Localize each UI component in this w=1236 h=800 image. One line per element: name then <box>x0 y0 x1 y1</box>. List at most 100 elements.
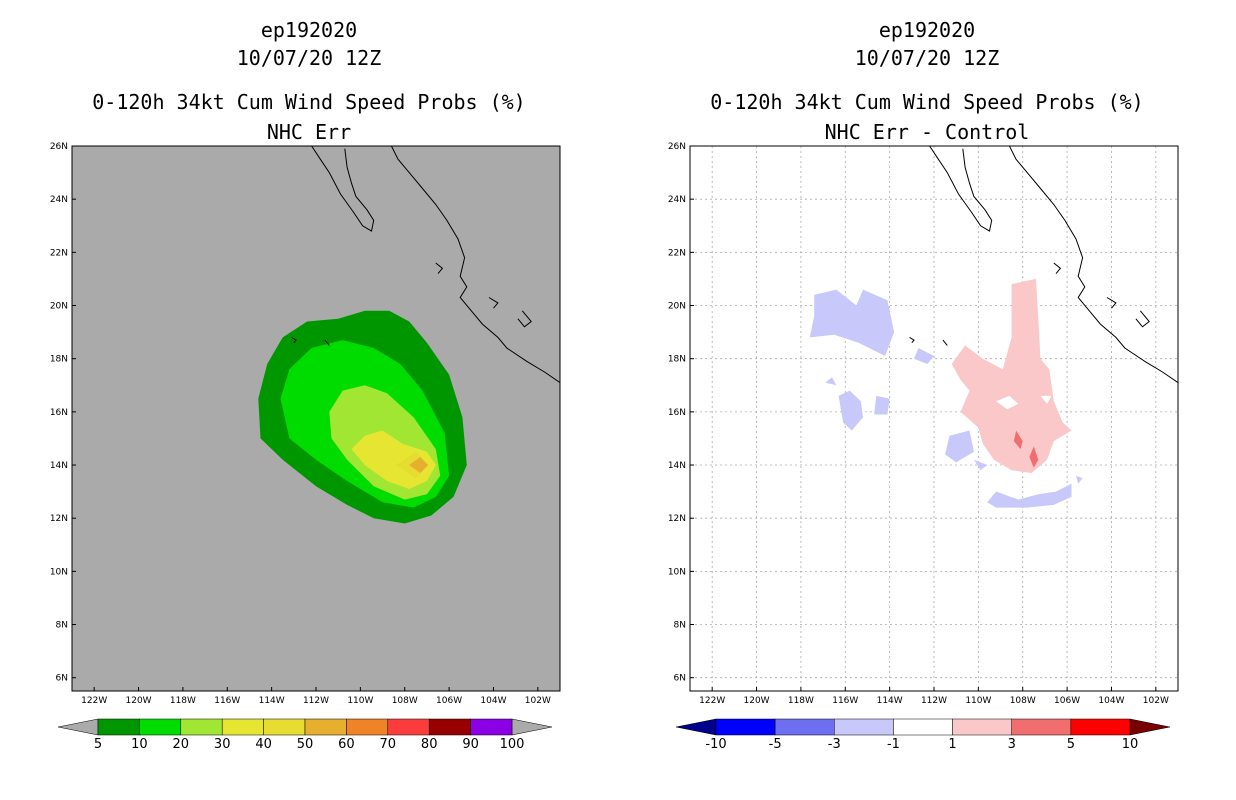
x-tick-label: 108W <box>392 696 418 706</box>
island-outline <box>1106 297 1117 309</box>
chart-title: 0-120h 34kt Cum Wind Speed Probs (%) <box>710 90 1144 114</box>
colorbar-swatch <box>470 718 513 736</box>
coastline <box>929 146 993 232</box>
x-tick-label: 112W <box>303 696 329 706</box>
coastline <box>390 146 560 384</box>
island-outline <box>517 310 532 328</box>
colorbar-swatch <box>428 718 471 736</box>
y-tick-label: 18N <box>668 355 686 365</box>
x-tick-label: 106W <box>1054 696 1080 706</box>
colorbar-label: 80 <box>421 737 438 752</box>
x-tick-label: 106W <box>436 696 462 706</box>
y-tick-label: 12N <box>668 514 686 524</box>
colorbar-label: 5 <box>1067 737 1075 752</box>
x-tick-label: 120W <box>744 696 770 706</box>
x-tick-label: 104W <box>480 696 506 706</box>
colorbar-swatch <box>346 718 389 736</box>
y-tick-label: 6N <box>674 674 686 684</box>
contour-level--1 <box>914 348 934 364</box>
y-tick-label: 26N <box>50 142 68 152</box>
x-tick-label: 120W <box>126 696 152 706</box>
chart-subtitle: NHC Err - Control <box>824 120 1030 144</box>
x-tick-label: 110W <box>347 696 373 706</box>
colorbar-high-arrow <box>1129 718 1171 736</box>
colorbar-label: 30 <box>214 737 231 752</box>
chart-title: 0-120h 34kt Cum Wind Speed Probs (%) <box>92 90 526 114</box>
colorbar-label: 60 <box>338 737 355 752</box>
y-tick-label: 24N <box>50 195 68 205</box>
x-tick-label: 110W <box>965 696 991 706</box>
y-tick-label: 10N <box>50 567 68 577</box>
left-panel: ep192020 10/07/20 12Z 0-120h 34kt Cum Wi… <box>50 18 561 752</box>
colorbar-swatch <box>304 718 347 736</box>
y-tick-label: 6N <box>56 674 68 684</box>
colorbar-swatch <box>893 718 953 736</box>
colorbar-swatch <box>263 718 306 736</box>
datetime-label: 10/07/20 12Z <box>854 46 1000 70</box>
island-outline <box>1053 262 1062 274</box>
x-tick-label: 118W <box>170 696 196 706</box>
y-tick-label: 22N <box>50 248 68 258</box>
contour-level--1 <box>809 289 895 356</box>
y-tick-label: 18N <box>50 355 68 365</box>
colorbar-label: -5 <box>769 737 782 752</box>
x-tick-label: 122W <box>699 696 725 706</box>
colorbar-high-arrow <box>511 718 553 736</box>
colorbar-swatch <box>952 718 1012 736</box>
y-tick-label: 14N <box>50 461 68 471</box>
x-tick-label: 116W <box>214 696 240 706</box>
colorbar-swatch <box>221 718 264 736</box>
x-tick-label: 104W <box>1098 696 1124 706</box>
island-outline <box>1135 310 1150 328</box>
x-tick-label: 102W <box>525 696 551 706</box>
colorbar-label: 10 <box>131 737 148 752</box>
contour-level-3 <box>1013 430 1023 450</box>
contour-level--1 <box>838 390 863 431</box>
colorbar-low-arrow <box>57 718 99 736</box>
colorbar-label: 10 <box>1122 737 1139 752</box>
y-tick-label: 8N <box>56 621 68 631</box>
island-outline <box>909 336 915 344</box>
island-outline <box>324 339 330 346</box>
contour-level-1 <box>951 278 1072 473</box>
colorbar-label: 40 <box>255 737 272 752</box>
storm-id-label: ep192020 <box>878 18 976 42</box>
x-tick-label: 114W <box>877 696 903 706</box>
island-outline <box>942 339 948 346</box>
coastline <box>1008 146 1178 384</box>
contour-level--1 <box>973 459 988 471</box>
colorbar-label: -3 <box>828 737 841 752</box>
contour-level--1 <box>1076 475 1083 484</box>
colorbar-swatch <box>834 718 894 736</box>
x-tick-label: 116W <box>832 696 858 706</box>
y-tick-label: 16N <box>668 408 686 418</box>
island-outline <box>488 297 499 309</box>
x-tick-label: 112W <box>921 696 947 706</box>
chart-subtitle: NHC Err <box>266 120 352 144</box>
colorbar-label: 90 <box>462 737 479 752</box>
x-tick-label: 108W <box>1010 696 1036 706</box>
colorbar-swatch <box>774 718 835 736</box>
colorbar-label: 50 <box>297 737 314 752</box>
contour-hole <box>1040 395 1052 404</box>
y-tick-label: 14N <box>668 461 686 471</box>
y-tick-label: 24N <box>668 195 686 205</box>
y-tick-label: 16N <box>50 408 68 418</box>
y-tick-label: 20N <box>668 302 686 312</box>
storm-id-label: ep192020 <box>260 18 358 42</box>
left-chart-svg: 122W 120W 118W 116W 114W 112W 110W 108W 106W 104W… <box>50 142 561 752</box>
colorbar-label: 3 <box>1008 737 1016 752</box>
colorbar-low-arrow <box>675 718 717 736</box>
colorbar-swatch <box>1011 718 1072 736</box>
contour-level-50 <box>409 457 428 473</box>
contour-hole <box>996 395 1019 410</box>
contour-level-3 <box>1029 446 1039 468</box>
colorbar-swatch <box>97 718 140 736</box>
datetime-label: 10/07/20 12Z <box>236 46 382 70</box>
contour-level--1 <box>945 430 974 463</box>
right-panel: ep192020 10/07/20 12Z 0-120h 34kt Cum Wi… <box>618 0 1236 800</box>
island-outline <box>291 336 297 344</box>
colorbar-label: -10 <box>705 737 726 752</box>
x-tick-label: 118W <box>788 696 814 706</box>
y-tick-label: 8N <box>674 621 686 631</box>
